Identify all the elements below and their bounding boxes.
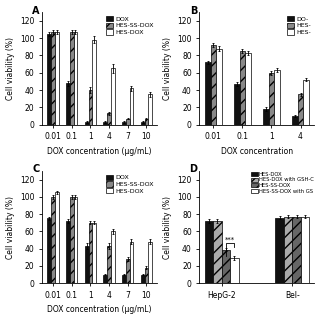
Bar <box>74 32 77 124</box>
Bar <box>107 113 111 124</box>
Bar <box>126 259 130 283</box>
Bar <box>55 32 59 124</box>
Bar <box>126 119 130 124</box>
Bar <box>222 250 230 283</box>
Bar <box>274 70 280 124</box>
Bar <box>141 275 145 283</box>
Bar <box>51 197 55 283</box>
Bar <box>303 80 309 124</box>
Bar <box>89 223 92 283</box>
Bar <box>292 217 301 283</box>
Bar <box>111 231 115 283</box>
Text: C: C <box>33 164 40 174</box>
Bar <box>216 49 222 124</box>
Bar <box>130 88 133 124</box>
Bar <box>234 84 240 124</box>
Bar <box>263 109 268 124</box>
Bar <box>141 122 145 124</box>
Legend: HES-DOX, HES-DOX with GSH-C, HES-SS-DOX, HES-SS-DOX with GS: HES-DOX, HES-DOX with GSH-C, HES-SS-DOX,… <box>251 171 314 194</box>
X-axis label: DOX concentration (μg/mL): DOX concentration (μg/mL) <box>47 306 152 315</box>
Bar <box>85 122 89 124</box>
Bar <box>55 193 59 283</box>
Bar <box>51 32 55 124</box>
Bar <box>148 242 152 283</box>
Bar <box>275 218 284 283</box>
Bar <box>301 217 309 283</box>
Bar <box>70 32 74 124</box>
Bar <box>205 221 213 283</box>
Bar <box>284 217 292 283</box>
Bar <box>103 275 107 283</box>
Y-axis label: Cell viability (%): Cell viability (%) <box>5 37 14 100</box>
Bar <box>298 94 303 124</box>
Bar <box>245 53 251 124</box>
Bar <box>89 90 92 124</box>
Bar <box>145 268 148 283</box>
Bar <box>103 122 107 124</box>
Bar <box>145 119 148 124</box>
Bar <box>122 275 126 283</box>
Bar <box>66 221 70 283</box>
X-axis label: DOX concentration (μg/mL): DOX concentration (μg/mL) <box>47 147 152 156</box>
Text: ***: *** <box>225 236 235 243</box>
Bar <box>213 221 222 283</box>
Y-axis label: Cell viability (%): Cell viability (%) <box>163 37 172 100</box>
Bar <box>111 68 115 124</box>
Text: A: A <box>32 5 40 16</box>
Bar <box>268 73 274 124</box>
Bar <box>47 34 51 124</box>
Bar <box>66 83 70 124</box>
Y-axis label: Cell viability (%): Cell viability (%) <box>163 196 172 259</box>
Bar <box>92 40 96 124</box>
Y-axis label: Cell viability (%): Cell viability (%) <box>5 196 14 259</box>
Legend: DOX, HES-SS-DOX, HES-DOX: DOX, HES-SS-DOX, HES-DOX <box>105 174 154 194</box>
Bar <box>148 94 152 124</box>
Text: D: D <box>189 164 197 174</box>
X-axis label: DOX concentration: DOX concentration <box>221 147 293 156</box>
Bar <box>92 223 96 283</box>
Bar <box>130 242 133 283</box>
Bar <box>211 45 216 124</box>
Bar <box>70 197 74 283</box>
Bar <box>47 219 51 283</box>
Text: B: B <box>190 5 197 16</box>
Bar <box>107 246 111 283</box>
Legend: DO-, HES-, HES-: DO-, HES-, HES- <box>286 15 311 36</box>
Bar <box>240 51 245 124</box>
Bar <box>85 246 89 283</box>
Legend: DOX, HES-SS-DOX, HES-DOX: DOX, HES-SS-DOX, HES-DOX <box>105 15 154 36</box>
Bar <box>74 197 77 283</box>
Bar <box>122 122 126 124</box>
Bar <box>230 258 239 283</box>
Bar <box>292 116 298 124</box>
Bar <box>205 62 211 124</box>
